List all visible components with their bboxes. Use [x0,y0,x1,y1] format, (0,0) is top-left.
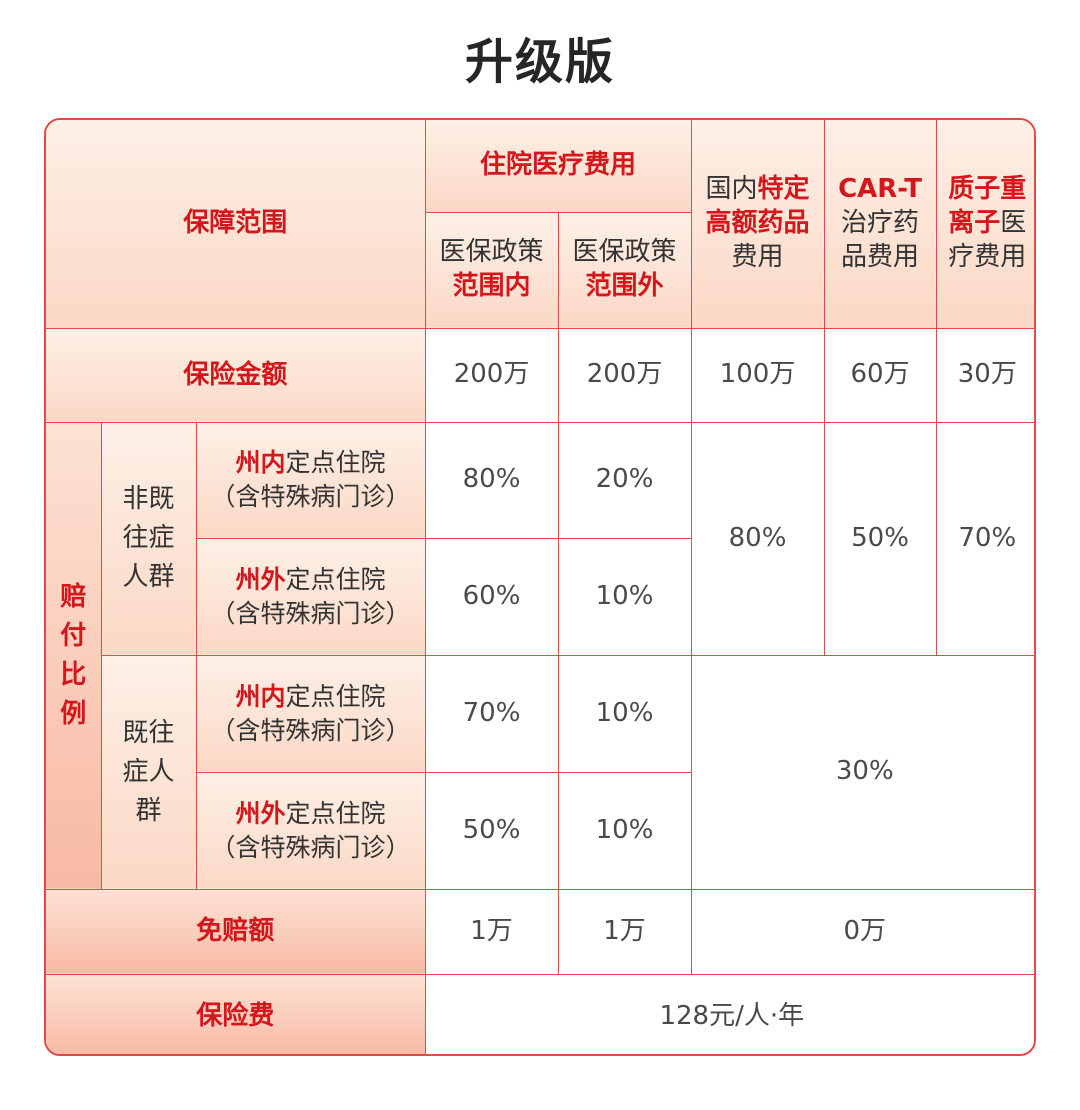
payout-out-policy: 20% [557,421,692,539]
page-title: 升级版 [464,34,615,90]
payout-row-label: 州外定点住院 （含特殊病门诊） [196,771,426,890]
in-policy-header: 医保政策 范围内 [425,211,559,329]
coverage-header: 保障范围 [46,120,426,329]
preexisting-group: 既往症人群 [101,654,197,890]
premium-value: 128元/人·年 [424,973,1034,1054]
deductible-other: 0万 [690,888,1034,975]
payout-ratio-label: 赔付比例 [46,421,102,890]
sum-insured-out-policy: 200万 [557,327,692,423]
payout-preexisting-other: 30% [690,654,1034,890]
payout-row-label: 州外定点住院 （含特殊病门诊） [196,537,426,656]
cart-header: CAR-T 治疗药 品费用 [823,120,937,329]
payout-row-label: 州内定点住院 （含特殊病门诊） [195,421,426,539]
payout-out-policy: 10% [557,771,692,890]
special-drug-header: 国内特定 高额药品 费用 [690,120,825,329]
payout-in-policy: 70% [424,654,559,773]
payout-in-policy: 50% [424,771,559,890]
deductible-label: 免赔额 [46,888,426,975]
premium-label: 保险费 [46,973,426,1054]
payout-out-policy: 10% [557,537,692,656]
payout-cart: 50% [823,421,937,656]
payout-proton: 70% [935,421,1034,656]
payout-row-label: 州内定点住院 （含特殊病门诊） [195,654,426,773]
non-preexisting-group: 非既往症人群 [100,421,197,656]
inpatient-header: 住院医疗费用 [424,120,692,213]
sum-insured-in-policy: 200万 [424,327,559,423]
benefit-table: 保障范围 住院医疗费用 国内特定 高额药品 费用 CAR-T 治疗药 品费用 质… [44,118,1036,1056]
payout-special-drug: 80% [690,421,825,656]
payout-out-policy: 10% [557,654,692,773]
coverage-label: 保障范围 [183,208,288,239]
deductible-in-policy: 1万 [424,888,559,975]
inpatient-label: 住院医疗费用 [480,150,637,181]
proton-header: 质子重 离子医 疗费用 [935,120,1034,329]
sum-insured-proton: 30万 [935,327,1034,423]
out-policy-header: 医保政策 范围外 [557,211,692,329]
deductible-out-policy: 1万 [557,888,692,975]
sum-insured-label: 保险金额 [46,327,426,423]
sum-insured-special-drug: 100万 [690,327,825,423]
payout-in-policy: 80% [424,421,559,539]
sum-insured-cart: 60万 [823,327,937,423]
payout-in-policy: 60% [424,537,559,656]
